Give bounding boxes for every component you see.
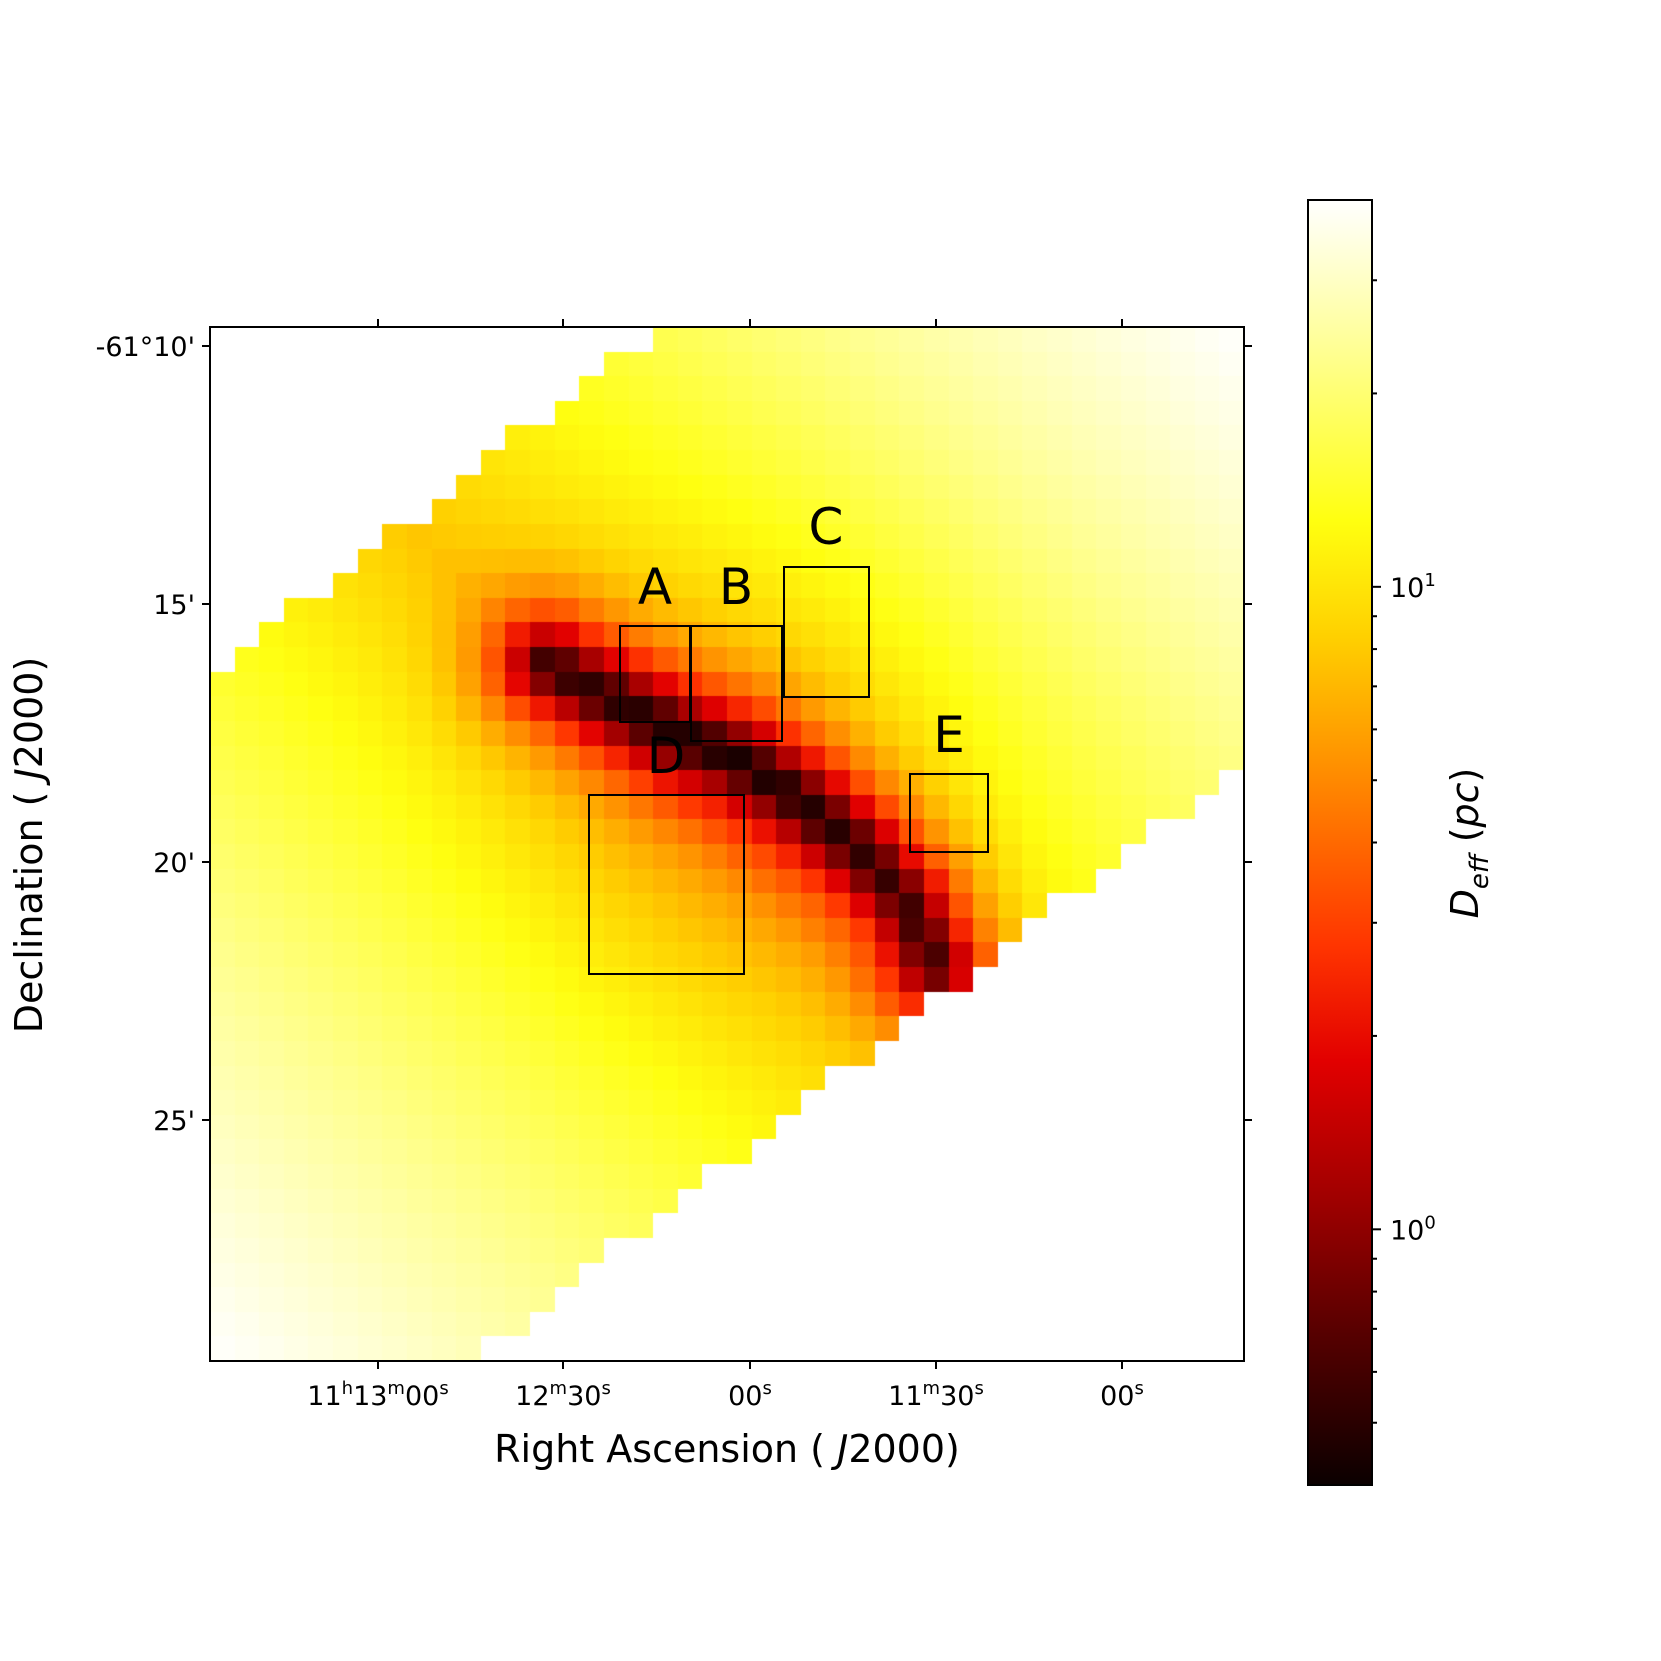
- colorbar-ticks: 101 100: [1372, 279, 1436, 1424]
- region-e-box: [909, 773, 989, 853]
- x-tick-label: 00s: [1100, 1378, 1144, 1412]
- colorbar-fill: [1308, 200, 1372, 1485]
- y-tick-label: 15': [153, 590, 195, 621]
- region-d-box: [588, 794, 745, 975]
- axis-ticks: [202, 319, 1252, 1369]
- y-tick-label: -61°10': [96, 332, 195, 363]
- colorbar: 101 100 Deff (pc): [1307, 199, 1495, 1486]
- region-c-label: C: [809, 498, 844, 556]
- heatmap: [210, 327, 1244, 1361]
- y-tick-label: 20': [153, 848, 195, 879]
- heatmap-image: [210, 327, 1244, 1361]
- region-b-box: [690, 625, 783, 742]
- region-boxes: [588, 566, 989, 975]
- colorbar-label: Deff (pc): [1443, 768, 1495, 919]
- region-labels: A B C D E: [638, 498, 965, 785]
- plot-frame: [209, 326, 1245, 1362]
- y-tick-label: 25': [153, 1106, 195, 1137]
- region-d-label: D: [647, 727, 686, 785]
- region-b-label: B: [719, 558, 753, 616]
- region-e-label: E: [933, 706, 965, 764]
- x-tick-labels: 11h13m00s 12m30s 00s 11m30s 00s: [307, 1378, 1144, 1412]
- colorbar-tick-label: 100: [1390, 1212, 1436, 1246]
- x-tick-label: 12m30s: [515, 1378, 611, 1412]
- y-axis-title: Declination ( J2000): [7, 657, 51, 1034]
- x-axis-title: Right Ascension ( J2000): [494, 1427, 960, 1471]
- x-tick-label: 11m30s: [888, 1378, 984, 1412]
- y-tick-labels: -61°10' 15' 20' 25': [96, 332, 195, 1137]
- region-c-box: [783, 566, 870, 698]
- region-a-label: A: [638, 558, 672, 616]
- x-tick-label: 11h13m00s: [307, 1378, 448, 1412]
- x-tick-label: 00s: [728, 1378, 772, 1412]
- colorbar-tick-label: 101: [1390, 570, 1436, 604]
